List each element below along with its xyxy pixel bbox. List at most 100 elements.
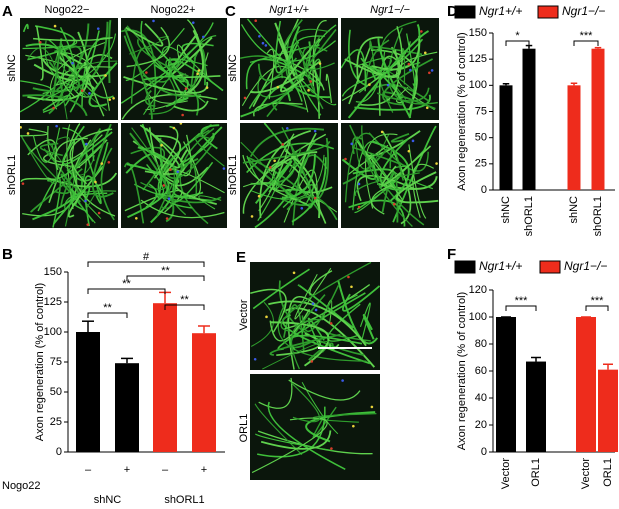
x-row-label: Nogo22 [2, 480, 41, 492]
significance-label: ** [103, 302, 112, 314]
x-tick-label: shORL1 [523, 196, 535, 236]
dot [265, 315, 268, 319]
axon [20, 80, 52, 95]
axon [126, 163, 170, 219]
axon [143, 35, 217, 115]
bar [153, 303, 177, 452]
dot [53, 24, 57, 28]
dot [420, 30, 423, 33]
dot [100, 162, 104, 165]
dot [152, 19, 155, 23]
axon [408, 144, 427, 219]
legend-swatch [539, 260, 561, 274]
axon [123, 162, 145, 224]
error-bar [570, 82, 578, 86]
dot [386, 83, 390, 87]
legend-label: Ngr1+/+ [479, 259, 522, 273]
axon [240, 141, 290, 198]
axon [62, 180, 102, 224]
axon [20, 128, 49, 137]
dot [84, 142, 88, 146]
axon [130, 46, 151, 104]
axon [292, 154, 328, 226]
axon [252, 268, 310, 310]
legend-label: Ngr1−/− [562, 4, 605, 18]
dot [357, 205, 361, 209]
axon [198, 195, 222, 210]
axon [152, 43, 185, 83]
dot [71, 61, 74, 65]
row-label: shORL1 [227, 155, 239, 195]
dot [184, 87, 188, 90]
axon [392, 165, 434, 190]
axon [165, 97, 189, 108]
dot [311, 302, 315, 305]
dot [197, 69, 201, 72]
axon [146, 61, 180, 91]
dot [97, 211, 101, 215]
axon [241, 65, 309, 113]
axon [365, 133, 398, 209]
axon [42, 33, 117, 101]
y-tick-label: 20 [475, 419, 487, 431]
y-tick-label: 0 [481, 184, 487, 196]
axon [369, 40, 376, 71]
dot [80, 89, 84, 92]
axon [123, 35, 202, 98]
axon [356, 175, 416, 202]
axon [253, 102, 303, 117]
axon [250, 154, 325, 200]
axon [68, 67, 80, 93]
dot [313, 129, 317, 133]
axon [313, 24, 337, 87]
axon [62, 66, 113, 98]
axon [268, 300, 367, 347]
significance-label: ** [180, 294, 189, 306]
y-tick-label: 75 [475, 105, 487, 117]
axon [56, 52, 97, 91]
x-tick-label: – [162, 464, 169, 476]
dot [393, 202, 396, 206]
dot [435, 162, 438, 165]
dot [86, 223, 90, 226]
y-tick-label: 0 [481, 446, 487, 458]
axon [285, 188, 312, 208]
axon [26, 47, 68, 120]
panel-letter: C [225, 3, 236, 20]
bar [499, 85, 513, 190]
dot [169, 168, 172, 171]
dot [135, 216, 138, 220]
dot [196, 72, 199, 76]
y-tick-label: 150 [44, 266, 62, 278]
axon [257, 57, 298, 82]
axon [144, 90, 156, 107]
axon [145, 183, 158, 208]
axon [361, 125, 413, 227]
row-label: Vector [238, 299, 250, 331]
y-tick-label: 100 [44, 326, 62, 338]
axon [281, 153, 316, 199]
axon [312, 20, 327, 87]
dot [104, 74, 107, 77]
dot [38, 40, 42, 44]
dot [88, 91, 91, 95]
axon [269, 333, 341, 356]
axon [277, 300, 367, 362]
axon [272, 101, 308, 111]
y-axis-label: Axon regeneration (% of control) [34, 283, 46, 441]
axon [194, 135, 225, 167]
axon [291, 157, 327, 223]
dot [341, 379, 344, 382]
legend-label: Ngr1−/− [564, 259, 607, 273]
dot [264, 44, 268, 47]
dot [370, 405, 374, 409]
axon [124, 28, 153, 120]
group-label: shORL1 [164, 494, 204, 506]
column-label: Nogo22+ [151, 4, 196, 16]
axon [249, 127, 325, 158]
axon [381, 145, 432, 187]
dot [160, 143, 163, 147]
y-tick-label: 125 [469, 53, 487, 65]
significance-bracket [164, 304, 205, 310]
